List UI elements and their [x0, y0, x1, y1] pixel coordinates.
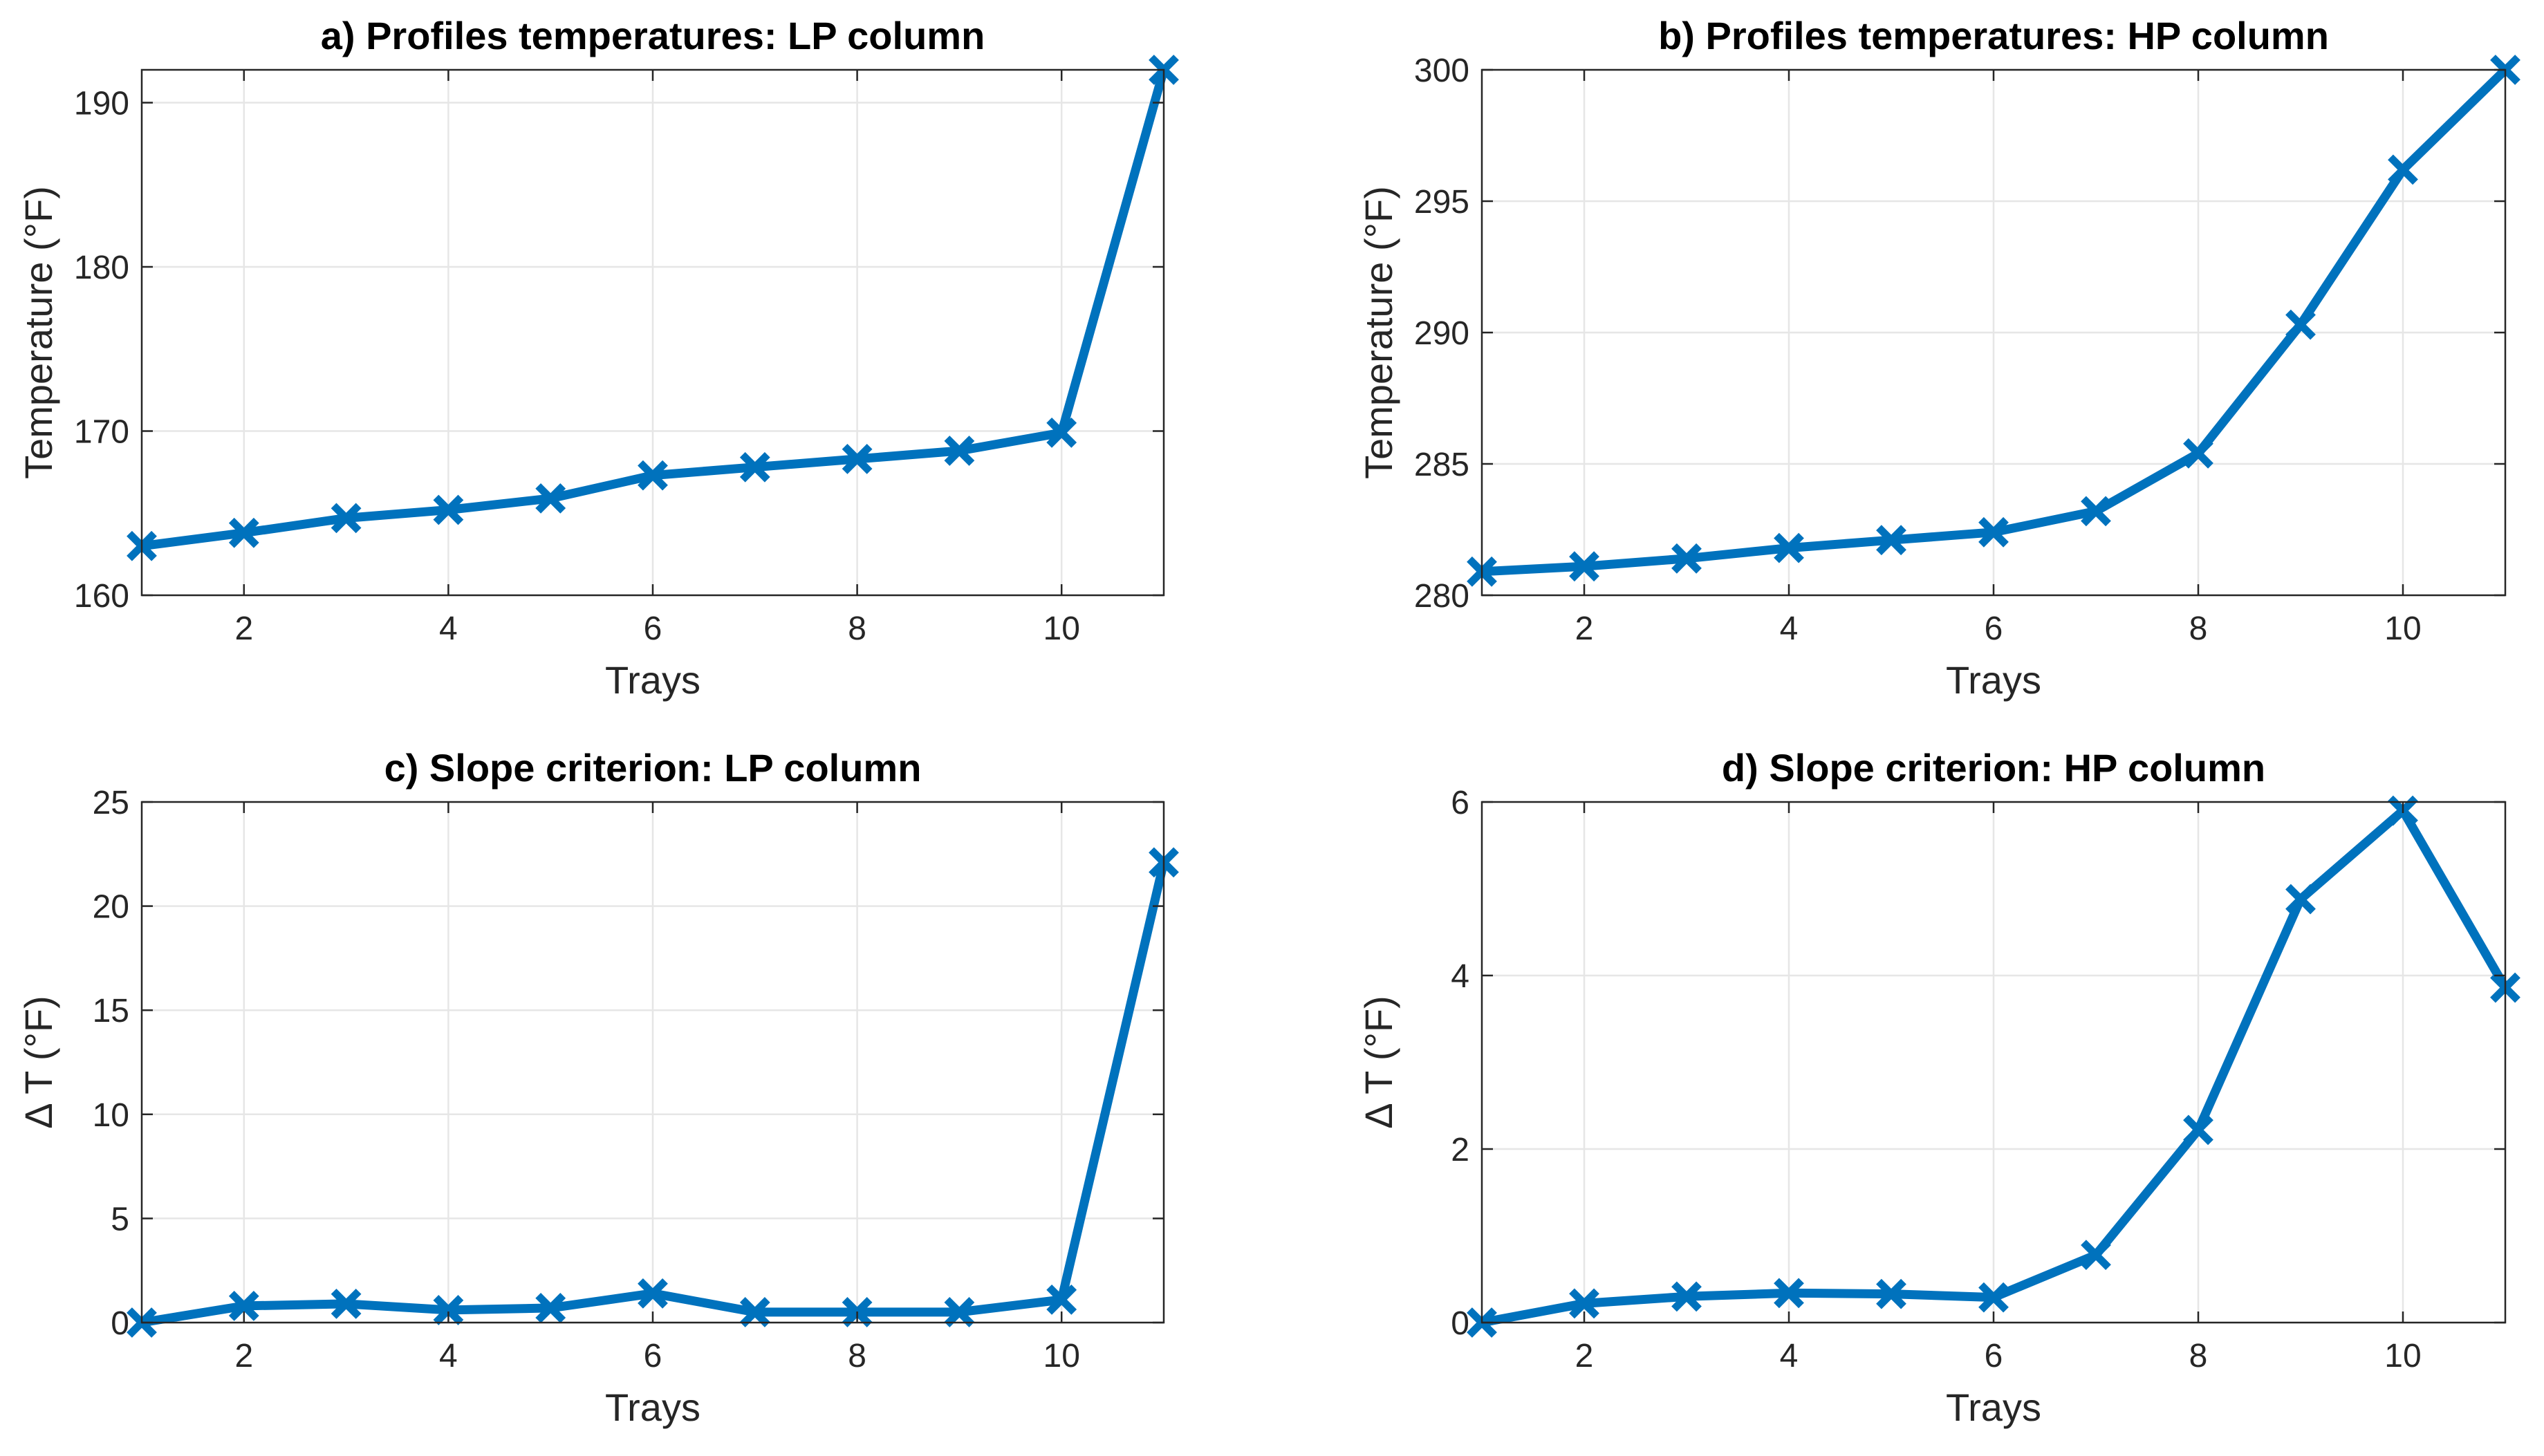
panel-c-y-tick-label: 25 — [93, 785, 129, 821]
panel-d-y-label: Δ T (°F) — [1357, 996, 1400, 1129]
panel-b-x-tick-label: 8 — [2189, 610, 2208, 647]
panel-d-x-tick-label: 6 — [1985, 1338, 2003, 1374]
panel-c-data-point — [739, 1297, 770, 1327]
panel-d-data-point — [1978, 1282, 2009, 1313]
panel-a-data-point — [739, 451, 770, 483]
panel-d-x-label: Trays — [1946, 1385, 2041, 1429]
panel-d-y-tick-label: 2 — [1451, 1132, 1469, 1168]
panel-c-y-tick-label: 15 — [93, 993, 129, 1029]
panel-a-y-label: Temperature (°F) — [17, 186, 60, 479]
panel-b-data-point — [2285, 309, 2316, 340]
panel-b-data-point — [1876, 525, 1906, 556]
panel-b-y-tick-label: 300 — [1414, 53, 1469, 89]
panel-d-y-tick-label: 4 — [1451, 958, 1469, 995]
panel-b-data-point — [1569, 551, 1599, 582]
panel-a-x-tick-label: 8 — [848, 610, 866, 647]
panel-a-data-point — [433, 494, 464, 525]
panel-b-data-point — [1978, 516, 2009, 548]
panel-b-x-tick-label: 10 — [2384, 610, 2421, 647]
panel-b-markers — [1467, 55, 2520, 587]
panel-a-ticks: 2 4 6 8 10 160 170 180 190 — [74, 70, 1164, 647]
panel-d-x-tick-label: 10 — [2384, 1338, 2421, 1374]
panel-a-x-tick-label: 10 — [1043, 610, 1080, 647]
panel-b-data-point — [2183, 438, 2213, 469]
panel-b-x-tick-label: 2 — [1575, 610, 1594, 647]
panel-c-title: c) Slope criterion: LP column — [384, 746, 922, 790]
panel-b: 2 4 6 8 10 280 285 290 295 300 b) Profiles temper… — [1357, 14, 2520, 702]
panel-d-title: d) Slope criterion: HP column — [1722, 746, 2265, 790]
panel-d-x-tick-label: 4 — [1780, 1338, 1799, 1374]
panel-c-x-tick-label: 6 — [644, 1338, 662, 1374]
panel-d-data-point — [2081, 1240, 2111, 1270]
panel-d-data-point — [1774, 1278, 1804, 1309]
panel-d-ticks: 2 4 6 8 10 0 2 4 6 — [1451, 785, 2505, 1374]
panel-c-data-point — [535, 1293, 566, 1323]
panel-c-y-label: Δ T (°F) — [17, 996, 60, 1129]
panel-c-data-point — [228, 1291, 259, 1321]
panel-a-data-point — [535, 483, 566, 514]
panel-a-y-tick-label: 160 — [74, 578, 129, 615]
panel-c-x-tick-label: 2 — [234, 1338, 253, 1374]
panel-b-y-label: Temperature (°F) — [1357, 186, 1400, 479]
panel-c-x-label: Trays — [605, 1385, 700, 1429]
panel-d-y-tick-label: 0 — [1451, 1305, 1469, 1342]
panel-b-data-point — [2081, 496, 2111, 527]
panel-a-y-tick-label: 180 — [74, 250, 129, 286]
panel-a-data-point — [842, 443, 873, 474]
panel-a-data-point — [638, 460, 668, 491]
panel-b-data-point — [2388, 154, 2418, 185]
panel-b-y-tick-label: 280 — [1414, 578, 1469, 615]
panel-a-x-label: Trays — [605, 658, 700, 702]
panel-c: 2 4 6 8 10 0 5 10 15 20 25 c) Slope criterion: LP … — [17, 746, 1179, 1429]
panel-a-data-point — [1046, 417, 1077, 448]
panel-b-x-label: Trays — [1946, 658, 2041, 702]
panel-d-data-point — [2183, 1114, 2213, 1146]
panel-d-data-point — [2285, 884, 2316, 915]
panel-c-y-tick-label: 10 — [93, 1097, 129, 1134]
panel-c-data-point — [638, 1278, 668, 1309]
panel-a-y-tick-label: 170 — [74, 414, 129, 451]
panel-a-data-point — [331, 503, 362, 534]
panel-d-x-tick-label: 8 — [2189, 1338, 2208, 1374]
panel-a-x-tick-label: 4 — [439, 610, 458, 647]
panel-d-x-tick-label: 2 — [1575, 1338, 1594, 1374]
panel-c-data-point — [944, 1297, 975, 1327]
panel-b-data-point — [1671, 543, 1702, 574]
panel-c-data-point — [331, 1289, 362, 1319]
panel-a-x-tick-label: 6 — [644, 610, 662, 647]
panel-a: 2 4 6 8 10 160 170 180 190 a) Profiles temperatu… — [17, 14, 1179, 702]
panel-a-data-point — [228, 517, 259, 548]
panel-c-data-point — [433, 1295, 464, 1325]
panel-d-y-tick-label: 6 — [1451, 785, 1469, 821]
panel-b-x-tick-label: 6 — [1985, 610, 2003, 647]
panel-c-y-tick-label: 20 — [93, 889, 129, 926]
panel-b-y-tick-label: 295 — [1414, 184, 1469, 221]
panel-a-y-tick-label: 190 — [74, 86, 129, 122]
panel-c-ticks: 2 4 6 8 10 0 5 10 15 20 25 — [93, 785, 1164, 1374]
panel-a-data-point — [944, 436, 975, 466]
panel-b-x-tick-label: 4 — [1780, 610, 1799, 647]
panel-c-x-tick-label: 8 — [848, 1338, 866, 1374]
panel-d-data-point — [1876, 1278, 1906, 1309]
panel-b-data-point — [1774, 532, 1804, 563]
panel-c-y-tick-label: 5 — [111, 1201, 129, 1238]
panel-c-y-tick-label: 0 — [111, 1305, 129, 1342]
panel-c-x-tick-label: 10 — [1043, 1338, 1080, 1374]
panel-d: 2 4 6 8 10 0 2 4 6 d) Slope criterion: HP column… — [1357, 746, 2520, 1429]
panel-b-title: b) Profiles temperatures: HP column — [1658, 14, 2329, 57]
panel-b-y-tick-label: 285 — [1414, 447, 1469, 483]
panel-c-x-tick-label: 4 — [439, 1338, 458, 1374]
panel-a-title: a) Profiles temperatures: LP column — [321, 14, 985, 57]
panel-d-data-point — [1671, 1281, 1702, 1312]
panel-d-data-point — [1569, 1288, 1599, 1319]
panel-c-data-point — [1046, 1284, 1077, 1315]
panel-a-x-tick-label: 2 — [234, 610, 253, 647]
panel-b-y-tick-label: 290 — [1414, 315, 1469, 352]
panel-b-ticks: 2 4 6 8 10 280 285 290 295 300 — [1414, 53, 2505, 647]
